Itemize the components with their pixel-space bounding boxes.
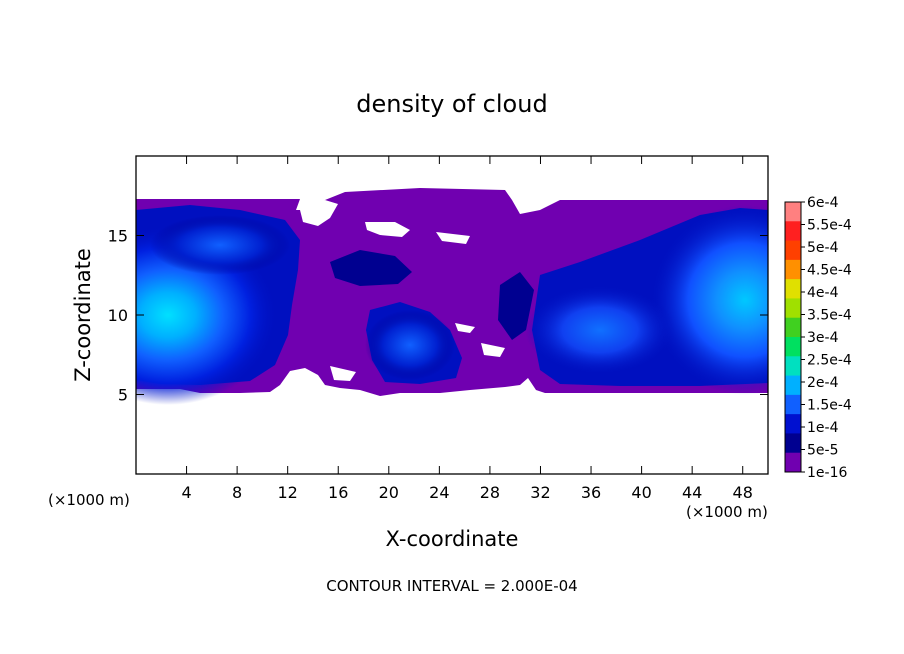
colorbar-swatch	[785, 414, 801, 434]
colorbar-swatch	[785, 202, 801, 222]
colorbar-swatch	[785, 337, 801, 357]
colorbar-label: 4e-4	[807, 285, 839, 301]
colorbar-label: 6e-4	[807, 195, 839, 211]
cloud-max-center	[365, 310, 455, 380]
cloud-core-upper	[330, 250, 412, 286]
x-unit-label-right: (×1000 m)	[686, 503, 768, 521]
colorbar-label: 5e-4	[807, 240, 839, 256]
colorbar-swatch	[785, 240, 801, 261]
colorbar-swatch	[785, 317, 801, 338]
x-tick-label: 20	[379, 483, 399, 502]
x-tick-label: 12	[278, 483, 298, 502]
x-tick-label: 36	[581, 483, 601, 502]
colorbar-label: 4.5e-4	[807, 263, 852, 279]
x-axis-label: X-coordinate	[386, 527, 519, 551]
colorbar-swatch	[785, 356, 801, 377]
chart-title: density of cloud	[356, 90, 547, 118]
colorbar-label: 5.5e-4	[807, 218, 852, 234]
cloud-gap	[365, 222, 410, 237]
colorbar-label: 5e-5	[807, 443, 838, 459]
colorbar: 6e-4 5.5e-4 5e-4 4.5e-4 4e-4 3.5e-4 3e-4 2.5e-4…	[784, 195, 852, 481]
y-tick-label: 5	[118, 386, 128, 405]
x-tick-label: 32	[530, 483, 550, 502]
x-unit-label: (×1000 m)	[48, 491, 130, 509]
colorbar-label: 1.5e-4	[807, 398, 852, 414]
x-tick-label: 24	[429, 483, 449, 502]
x-tick-label: 48	[733, 483, 753, 502]
colorbar-swatch	[785, 452, 801, 473]
colorbar-label: 1e-16	[807, 465, 847, 481]
colorbar-label: 2e-4	[807, 375, 839, 391]
y-axis: 5 10 15	[108, 227, 768, 405]
y-axis-label: Z-coordinate	[71, 248, 95, 382]
plot-area	[136, 188, 768, 405]
cloud-gap	[330, 366, 356, 381]
colorbar-label: 2.5e-4	[807, 353, 852, 369]
cloud-max-right	[650, 205, 768, 395]
colorbar-swatch	[785, 279, 801, 299]
contour-interval-note: CONTOUR INTERVAL = 2.000E-04	[326, 577, 577, 595]
colorbar-swatch	[785, 259, 801, 280]
colorbar-label: 3e-4	[807, 330, 839, 346]
x-tick-label: 28	[480, 483, 500, 502]
cloud-core-right-col	[498, 272, 534, 340]
x-tick-label: 4	[181, 483, 191, 502]
cloud-gap	[436, 232, 470, 244]
cloud-max-center-right	[525, 285, 675, 375]
colorbar-swatch	[785, 221, 801, 242]
cloud-gap	[481, 343, 505, 357]
cloud-gap	[455, 323, 475, 333]
colorbar-swatch	[785, 375, 801, 396]
x-axis: 4 8 12 16 20 24 28 32 36 40 44 48	[181, 156, 753, 502]
y-tick-label: 10	[108, 306, 128, 325]
colorbar-label: 3.5e-4	[807, 308, 852, 324]
cloud-max-upper-left	[150, 215, 290, 275]
cloud-field	[136, 188, 768, 405]
x-tick-label: 16	[328, 483, 348, 502]
colorbar-swatch	[785, 394, 801, 415]
colorbar-swatch	[785, 433, 801, 454]
colorbar-swatch	[785, 298, 801, 319]
x-tick-label: 44	[682, 483, 702, 502]
y-tick-label: 15	[108, 227, 128, 246]
x-tick-label: 40	[631, 483, 651, 502]
colorbar-label: 1e-4	[807, 420, 839, 436]
x-tick-label: 8	[232, 483, 242, 502]
cloud-gap	[300, 200, 338, 226]
